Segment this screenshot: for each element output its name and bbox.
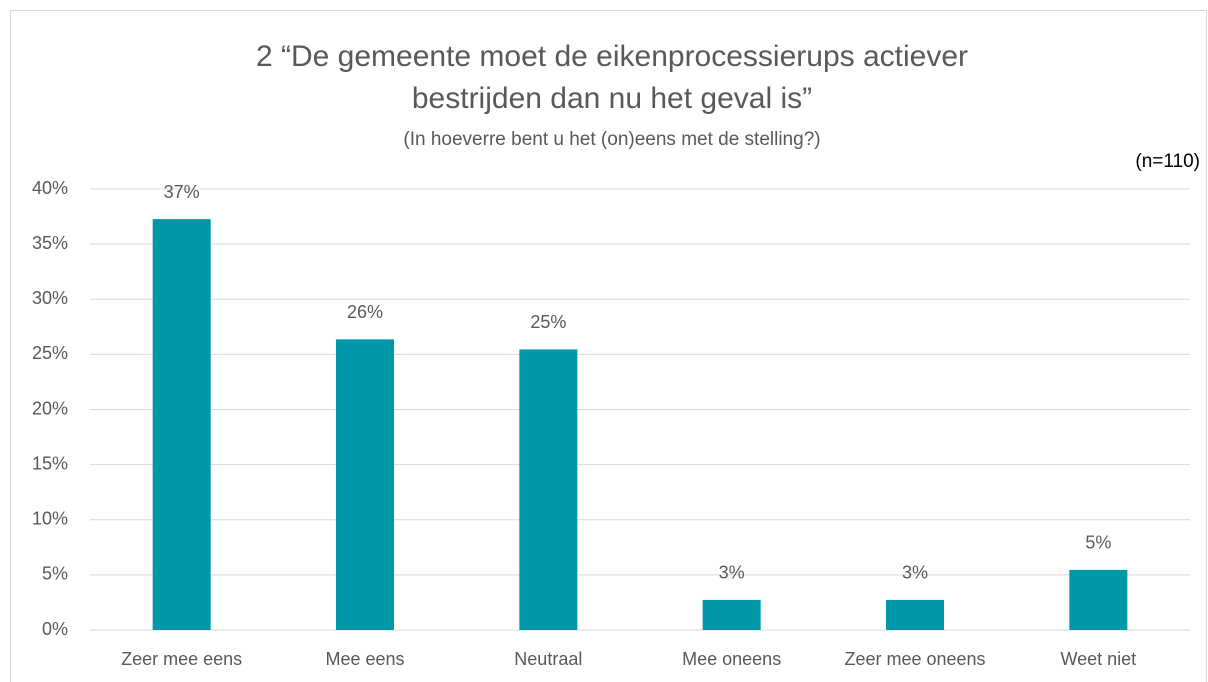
chart-title-line: 2 “De gemeente moet de eikenprocessierup… [256, 40, 968, 73]
data-label: 26% [347, 302, 383, 322]
y-tick-label: 40% [32, 178, 68, 198]
data-label: 3% [902, 563, 928, 583]
chart-frame [10, 10, 1207, 682]
y-tick-label: 25% [32, 343, 68, 363]
x-tick-label: Zeer mee eens [121, 649, 242, 669]
chart-title-line: bestrijden dan nu het geval is” [412, 82, 812, 115]
data-label: 5% [1085, 533, 1111, 553]
y-tick-label: 20% [32, 398, 68, 418]
x-tick-label: Weet niet [1060, 649, 1136, 669]
x-tick-label: Zeer mee oneens [844, 649, 985, 669]
x-tick-label: Neutraal [514, 649, 582, 669]
sample-size: (n=110) [1135, 151, 1200, 172]
data-label: 25% [530, 312, 566, 332]
bar [519, 349, 578, 630]
y-tick-label: 35% [32, 233, 68, 253]
bar [1069, 569, 1128, 630]
bar [336, 339, 394, 630]
bar [152, 219, 211, 630]
data-label: 37% [164, 182, 200, 202]
y-tick-label: 0% [42, 619, 68, 639]
data-label: 3% [719, 563, 745, 583]
x-tick-label: Mee oneens [682, 649, 781, 669]
y-tick-label: 5% [42, 564, 68, 584]
y-tick-label: 30% [32, 288, 68, 308]
y-tick-label: 10% [32, 509, 68, 529]
chart-subtitle: (In hoeverre bent u het (on)eens met de … [403, 129, 820, 150]
x-tick-label: Mee eens [325, 649, 404, 669]
y-tick-label: 15% [32, 453, 68, 473]
bar [702, 599, 761, 630]
bar [886, 599, 944, 630]
